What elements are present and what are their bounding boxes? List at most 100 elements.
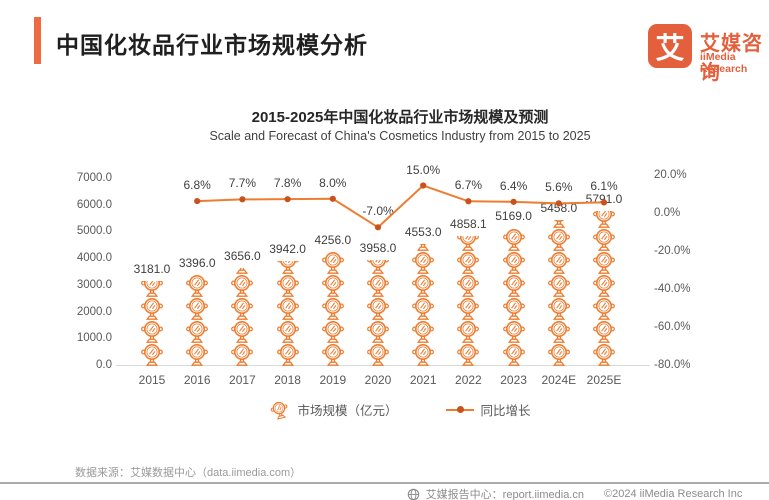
- left-axis-tick: 5000.0: [76, 225, 112, 238]
- mirror-icon: [546, 251, 572, 274]
- footer: 艾媒报告中心：report.iimedia.cn ©2024 iiMedia R…: [380, 486, 769, 500]
- x-axis-tick: 2017: [229, 373, 256, 387]
- pictogram-bar: [365, 260, 392, 366]
- growth-line-marker: [239, 196, 246, 203]
- x-axis-tick: 2021: [409, 373, 437, 387]
- mirror-icon: [591, 274, 617, 297]
- mirror-icon: [501, 297, 527, 320]
- pictogram-bar: [184, 275, 211, 366]
- mirror-icon: [591, 251, 617, 274]
- x-axis-tick: 2019: [319, 373, 347, 387]
- mirror-icon: [546, 320, 572, 343]
- mirror-icon: [501, 274, 527, 297]
- mirror-icon: [410, 320, 436, 343]
- logo-symbol: 艾: [655, 33, 685, 65]
- pictogram-bar: [455, 236, 482, 366]
- x-axis-tick: 2018: [274, 373, 301, 387]
- mirror-icon: [275, 320, 301, 343]
- mirror-icon: [591, 320, 617, 343]
- pictogram-bar: [139, 281, 166, 366]
- bar-value-label: 3958.0: [359, 241, 397, 255]
- mirror-icon: [591, 228, 617, 251]
- mirror-icon: [410, 274, 436, 297]
- mirror-icon: [268, 398, 293, 421]
- mirror-icon: [591, 211, 617, 228]
- mirror-icon: [275, 297, 301, 320]
- legend-item-growth: 同比增长: [445, 400, 531, 419]
- pictogram-bar: [229, 268, 256, 366]
- right-axis-tick: -80.0%: [654, 359, 691, 371]
- x-axis-tick: 2025E: [586, 373, 622, 387]
- pictogram-bar: [591, 211, 618, 366]
- mirror-icon: [546, 274, 572, 297]
- title-accent-bar: [34, 17, 41, 64]
- x-axis-tick: 2024E: [541, 373, 577, 387]
- right-axis-tick: 20.0%: [654, 169, 687, 181]
- pictogram-bar: [500, 228, 527, 366]
- mirror-icon: [229, 320, 255, 343]
- mirror-icon: [455, 251, 481, 274]
- mirror-icon: [184, 275, 210, 297]
- growth-rate-label: -7.0%: [362, 204, 394, 219]
- growth-rate-label: 8.0%: [319, 175, 347, 190]
- mirror-icon: [139, 320, 165, 343]
- mirror-icon: [365, 343, 391, 366]
- mirror-icon: [546, 228, 572, 251]
- globe-icon: [407, 488, 420, 500]
- iimedia-logo-icon: 艾: [648, 24, 692, 68]
- mirror-icon: [501, 251, 527, 274]
- growth-line-marker: [420, 182, 427, 189]
- data-source-note: 数据来源：艾媒数据中心（data.iimedia.com）: [75, 467, 302, 479]
- mirror-icon: [275, 274, 301, 297]
- right-axis-tick: 0.0%: [654, 207, 681, 219]
- mirror-icon: [320, 343, 346, 366]
- page-title: 中国化妆品行业市场规模分析: [56, 32, 368, 58]
- mirror-icon: [184, 320, 210, 343]
- right-axis-tick: -40.0%: [654, 283, 691, 295]
- logo-subname: iiMedia Research: [700, 51, 748, 75]
- mirror-icon: [229, 268, 255, 274]
- mirror-icon: [501, 343, 527, 366]
- mirror-icon: [275, 261, 301, 274]
- chart-title: 2015-2025年中国化妆品行业市场规模及预测: [251, 109, 549, 126]
- mirror-icon: [365, 274, 391, 297]
- x-axis-tick: 2022: [455, 373, 482, 387]
- right-axis-tick: -60.0%: [654, 321, 691, 333]
- mirror-icon: [591, 343, 617, 366]
- left-axis-tick: 7000.0: [76, 172, 112, 184]
- bar-value-label: 3181.0: [133, 262, 171, 276]
- left-axis-tick: 4000.0: [76, 252, 112, 265]
- growth-rate-label: 15.0%: [406, 162, 441, 177]
- pictogram-bar: [410, 244, 437, 366]
- growth-line-marker: [374, 224, 382, 231]
- bar-value-label: 4256.0: [314, 233, 352, 247]
- mirror-icon: [410, 244, 436, 251]
- mirror-icon: [546, 220, 572, 228]
- mirror-icon: [365, 260, 391, 274]
- mirror-icon: [275, 343, 301, 366]
- growth-line-marker: [510, 198, 517, 205]
- pictogram-bar: [545, 220, 572, 366]
- left-axis-tick: 3000.0: [76, 278, 112, 291]
- growth-line-marker: [194, 197, 201, 205]
- mirror-icon: [546, 343, 572, 366]
- mirror-icon: [184, 343, 210, 366]
- legend-label: 同比增长: [480, 404, 531, 418]
- footer-report-center: 艾媒报告中心：report.iimedia.cn: [425, 489, 584, 500]
- mirror-icon: [229, 343, 255, 366]
- mirror-icon: [320, 252, 346, 274]
- mirror-icon: [410, 297, 436, 320]
- line-dot-icon: [445, 406, 474, 413]
- chart-legend: 市场规模（亿元） 同比增长: [30, 400, 769, 419]
- logo-name: 艾媒咨询: [700, 33, 763, 84]
- x-axis-tick: 2023: [500, 373, 527, 387]
- mirror-icon: [320, 320, 346, 343]
- mirror-icon: [365, 297, 391, 320]
- mirror-icon: [501, 228, 527, 251]
- x-axis-tick: 2015: [138, 373, 166, 387]
- bar-value-label: 3942.0: [269, 242, 306, 256]
- growth-line-marker: [284, 196, 291, 203]
- mirror-icon: [410, 251, 436, 274]
- mirror-icon: [365, 320, 391, 343]
